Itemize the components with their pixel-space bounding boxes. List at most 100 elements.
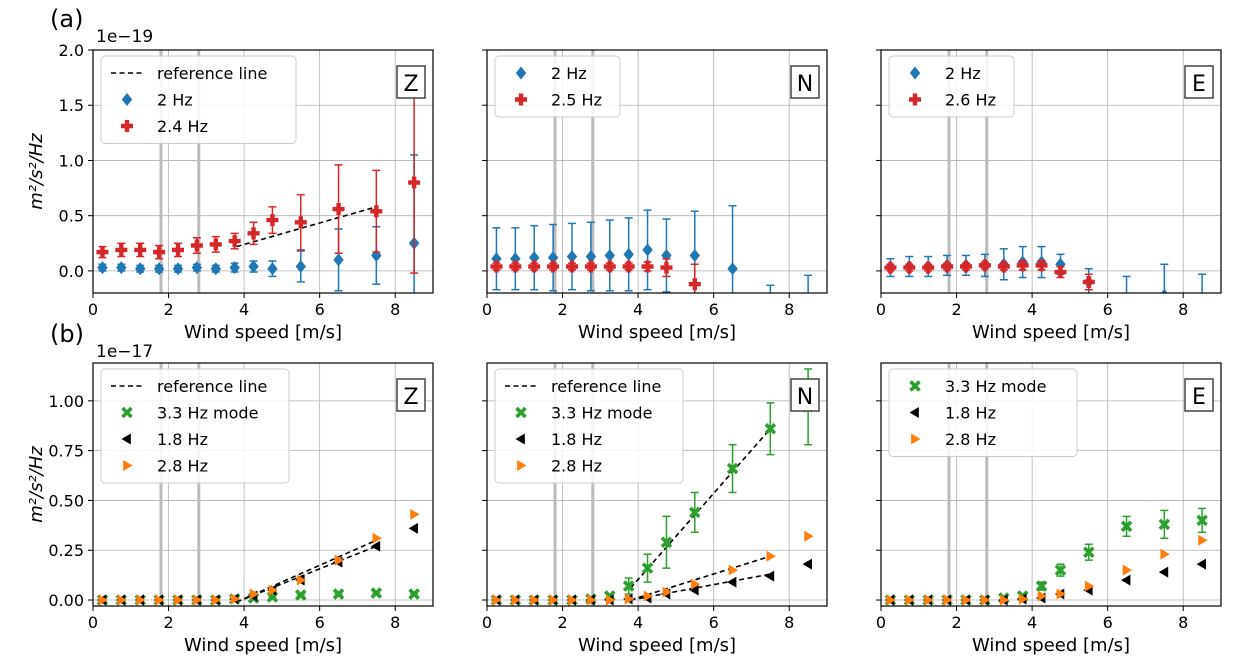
plot-area: [490, 368, 814, 606]
data-point: [604, 248, 615, 262]
data-point: [884, 261, 897, 274]
data-point: [1158, 518, 1171, 531]
panel-label-box: [1184, 65, 1214, 99]
data-point: [727, 576, 737, 588]
data-point: [332, 203, 345, 216]
data-point: [490, 260, 503, 273]
data-point: [690, 578, 701, 590]
panel-1-0: 0 2 4 6 8 Wind speed [m/s] 0.00 0.25 0.50 0.75 1.0…: [26, 362, 434, 656]
data-point: [978, 259, 991, 272]
data-point: [726, 462, 739, 475]
panel-label-box: [1184, 378, 1214, 412]
legend-label: 2.6 Hz: [945, 91, 996, 110]
axes-frame: [486, 362, 828, 607]
data-point: [1160, 288, 1168, 293]
data-point: [1054, 266, 1067, 279]
panel-0-2: 0 2 4 6 8 Wind speed [m/s] E 2 Hz 2.6 Hz: [876, 49, 1222, 343]
x-tick-label: 6: [709, 300, 719, 319]
axes-frame: [880, 362, 1222, 607]
x-tick-label: 2: [951, 613, 961, 632]
data-point: [190, 239, 203, 252]
data-point: [568, 594, 578, 606]
data-point: [410, 508, 420, 520]
legend-swatch: [909, 380, 921, 392]
data-point: [511, 594, 521, 606]
legend-label: 3.3 Hz mode: [551, 404, 652, 423]
x-tick-label: 8: [784, 613, 794, 632]
legend-label: reference line: [157, 64, 267, 83]
legend-swatch: [515, 66, 527, 80]
data-point: [1037, 590, 1048, 602]
panels: 0 2 4 6 8 Wind speed [m/s] 0.0 0.5 1.0 1.5 2.0 m²/s…: [26, 41, 1222, 656]
data-point: [1158, 566, 1169, 578]
data-point: [1018, 593, 1029, 605]
panel-label: E: [1192, 385, 1206, 410]
data-point: [766, 550, 776, 562]
data-point: [584, 260, 597, 273]
data-point: [134, 243, 147, 256]
legend-label: reference line: [551, 377, 661, 396]
row-exponent-a: 1e−19: [96, 27, 153, 47]
data-point: [1035, 259, 1048, 272]
x-tick-label: 4: [1027, 300, 1037, 319]
data-point: [981, 594, 991, 606]
axes-frame: [92, 362, 434, 607]
data-point: [295, 589, 307, 601]
data-point: [98, 594, 108, 606]
data-point: [941, 260, 954, 273]
x-tick-label: 0: [88, 613, 98, 632]
data-point: [660, 261, 673, 274]
data-point: [96, 246, 109, 259]
legend-box: [494, 368, 684, 484]
data-point: [922, 261, 935, 274]
data-point: [1035, 580, 1048, 592]
legend-label: reference line: [157, 377, 267, 396]
legend-swatch: [515, 93, 527, 106]
data-point: [960, 260, 972, 273]
legend-label: 1.8 Hz: [157, 430, 208, 449]
x-tick-label: 8: [784, 300, 794, 319]
data-point: [566, 260, 578, 273]
data-point: [764, 422, 777, 435]
x-axis-label: Wind speed [m/s]: [972, 635, 1130, 656]
reference-line: [630, 555, 771, 601]
data-point: [248, 259, 259, 273]
x-tick-label: 4: [239, 613, 249, 632]
legend-swatch: [909, 93, 921, 106]
x-axis-label: Wind speed [m/s]: [578, 322, 736, 343]
x-tick-label: 6: [1103, 613, 1113, 632]
data-point: [689, 584, 699, 596]
data-point: [1082, 275, 1095, 288]
y-axis-label: m²/s²/Hz: [26, 133, 47, 210]
data-point: [211, 594, 222, 606]
data-point: [641, 260, 654, 273]
data-point: [622, 580, 635, 592]
legend-label: 3.3 Hz mode: [945, 377, 1046, 396]
data-point: [247, 227, 260, 240]
data-point: [530, 594, 540, 606]
legend-box: [888, 368, 1078, 457]
x-tick-label: 0: [88, 300, 98, 319]
x-tick-label: 4: [633, 613, 643, 632]
data-point: [136, 594, 146, 606]
data-point: [153, 262, 165, 276]
x-tick-label: 0: [482, 613, 492, 632]
data-point: [728, 564, 739, 576]
data-point: [662, 586, 672, 598]
data-point: [528, 260, 541, 273]
data-point: [193, 594, 203, 606]
plot-area: [96, 91, 421, 293]
legend-label: 2 Hz: [157, 91, 193, 110]
data-point: [228, 235, 241, 248]
data-point: [333, 253, 344, 267]
x-tick-label: 6: [315, 613, 325, 632]
data-point: [116, 261, 127, 275]
data-point: [997, 260, 1010, 273]
data-point: [370, 205, 383, 218]
data-point: [408, 176, 421, 189]
x-tick-label: 8: [390, 300, 400, 319]
panel-label: Z: [403, 385, 418, 410]
y-tick-label: 1.5: [59, 96, 84, 115]
data-point: [266, 214, 279, 227]
data-point: [886, 594, 896, 606]
